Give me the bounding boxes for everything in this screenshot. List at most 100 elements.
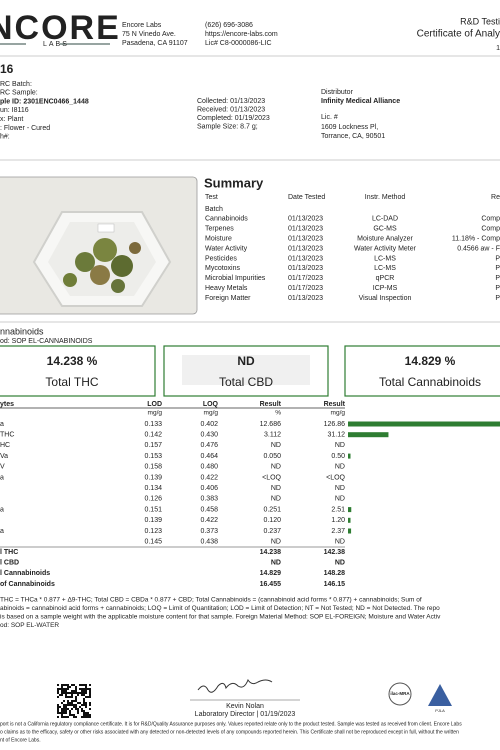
qr-cell: [69, 692, 71, 694]
summary-cell: 11.18% - Comp: [452, 236, 500, 243]
qr-cell: [75, 706, 77, 708]
qr-cell: [57, 716, 59, 718]
qr-cell: [75, 700, 77, 702]
qr-cell: [67, 702, 69, 704]
analyte-cell: 0.430: [200, 432, 218, 439]
sum-cell: 142.38: [324, 549, 346, 556]
qr-cell: [79, 688, 81, 690]
qr-cell: [57, 706, 59, 708]
summary-cell: ICP-MS: [373, 285, 398, 292]
qr-cell: [57, 710, 59, 712]
summary-cell: P: [495, 295, 500, 302]
analyte-cell: 2.37: [331, 528, 345, 535]
disclaimer: port is not a California regulatory comp…: [0, 721, 462, 727]
qr-cell: [63, 712, 65, 714]
qr-cell: [85, 696, 87, 698]
qr-cell: [65, 706, 67, 708]
qr-cell: [83, 692, 85, 694]
analyte-cell: 0.383: [200, 496, 218, 503]
summary-header: Date Tested: [288, 194, 325, 201]
qr-cell: [71, 702, 73, 704]
footnote: od: SOP EL-WATER: [0, 622, 59, 629]
footnote: THC = THCa * 0.877 + Δ9-THC; Total CBD =…: [0, 597, 422, 604]
report-title: R&D Testi: [460, 16, 500, 26]
analyte-cell: ND: [271, 485, 281, 492]
qr-cell: [89, 688, 91, 690]
logo: NCORE: [0, 9, 121, 47]
qr-cell: [89, 694, 91, 696]
total-label: Total CBD: [219, 375, 273, 389]
sample-date: Received: 01/13/2023: [197, 106, 265, 113]
qr-cell: [83, 684, 85, 686]
qr-cell: [63, 688, 65, 690]
qr-cell: [89, 692, 91, 694]
lab-info: Encore Labs: [122, 22, 162, 29]
analyte-cell: 0.251: [263, 506, 281, 513]
qr-cell: [81, 688, 83, 690]
qr-cell: [57, 688, 59, 690]
summary-cell: Batch: [205, 206, 223, 213]
summary-header: Instr. Method: [365, 194, 406, 201]
analyte-cell: ND: [335, 442, 345, 449]
qr-cell: [83, 714, 85, 716]
qr-cell: [83, 688, 85, 690]
summary-cell: 01/17/2023: [288, 285, 323, 292]
qr-cell: [73, 704, 75, 706]
qr-cell: [65, 712, 67, 714]
qr-cell: [57, 684, 59, 686]
pjla-label: PJLA: [435, 708, 445, 713]
analyte-cell: 0.139: [144, 517, 162, 524]
qr-cell: [89, 684, 91, 686]
qr-cell: [71, 692, 73, 694]
qr-cell: [71, 704, 73, 706]
sum-cell: 14.238: [260, 549, 282, 556]
table-header: LOQ: [203, 401, 219, 408]
qr-cell: [83, 716, 85, 718]
analyte-name: V: [0, 464, 5, 471]
analyte-cell: ND: [271, 496, 281, 503]
qr-cell: [61, 708, 63, 710]
qr-cell: [85, 684, 87, 686]
qr-cell: [81, 716, 83, 718]
analyte-cell: 0.422: [200, 474, 218, 481]
summary-cell: 01/13/2023: [288, 255, 323, 262]
analyte-cell: 0.458: [200, 506, 218, 513]
qr-cell: [77, 692, 79, 694]
signer-role: Laboratory Director | 01/19/2023: [195, 711, 296, 718]
analyte-cell: <LOQ: [326, 474, 345, 481]
analyte-name: a: [0, 474, 4, 481]
distributor-field: 1609 Lockness Pl,: [321, 124, 378, 131]
analyte-cell: 0.133: [144, 421, 162, 428]
total-value: 14.238 %: [47, 354, 98, 368]
sample-photo: [0, 176, 198, 315]
summary-cell: LC-MS: [374, 265, 396, 272]
qr-cell: [71, 708, 73, 710]
sum-cell: 146.15: [324, 581, 346, 588]
qr-cell: [73, 684, 75, 686]
summary-cell: Mycotoxins: [205, 265, 241, 272]
qr-cell: [75, 708, 77, 710]
qr-cell: [77, 702, 79, 704]
qr-cell: [59, 694, 61, 696]
qr-cell: [61, 714, 63, 716]
qr-cell: [85, 716, 87, 718]
summary-cell: Heavy Metals: [205, 285, 248, 292]
analyte-cell: 0.237: [263, 528, 281, 535]
qr-cell: [61, 684, 63, 686]
analyte-cell: 0.151: [144, 506, 162, 513]
qr-cell: [81, 690, 83, 692]
qr-cell: [75, 698, 77, 700]
qr-cell: [61, 710, 63, 712]
analyte-cell: 0.438: [200, 539, 218, 546]
distributor-field: Torrance, CA, 90501: [321, 133, 385, 140]
qr-cell: [57, 692, 59, 694]
qr-cell: [69, 710, 71, 712]
result-bar: [348, 432, 389, 438]
qr-cell: [61, 712, 63, 714]
analyte-cell: ND: [271, 442, 281, 449]
sum-name: of Cannabinoids: [0, 581, 55, 588]
qr-cell: [67, 708, 69, 710]
total-value: 14.829 %: [405, 354, 456, 368]
qr-cell: [73, 706, 75, 708]
analyte-cell: ND: [335, 485, 345, 492]
